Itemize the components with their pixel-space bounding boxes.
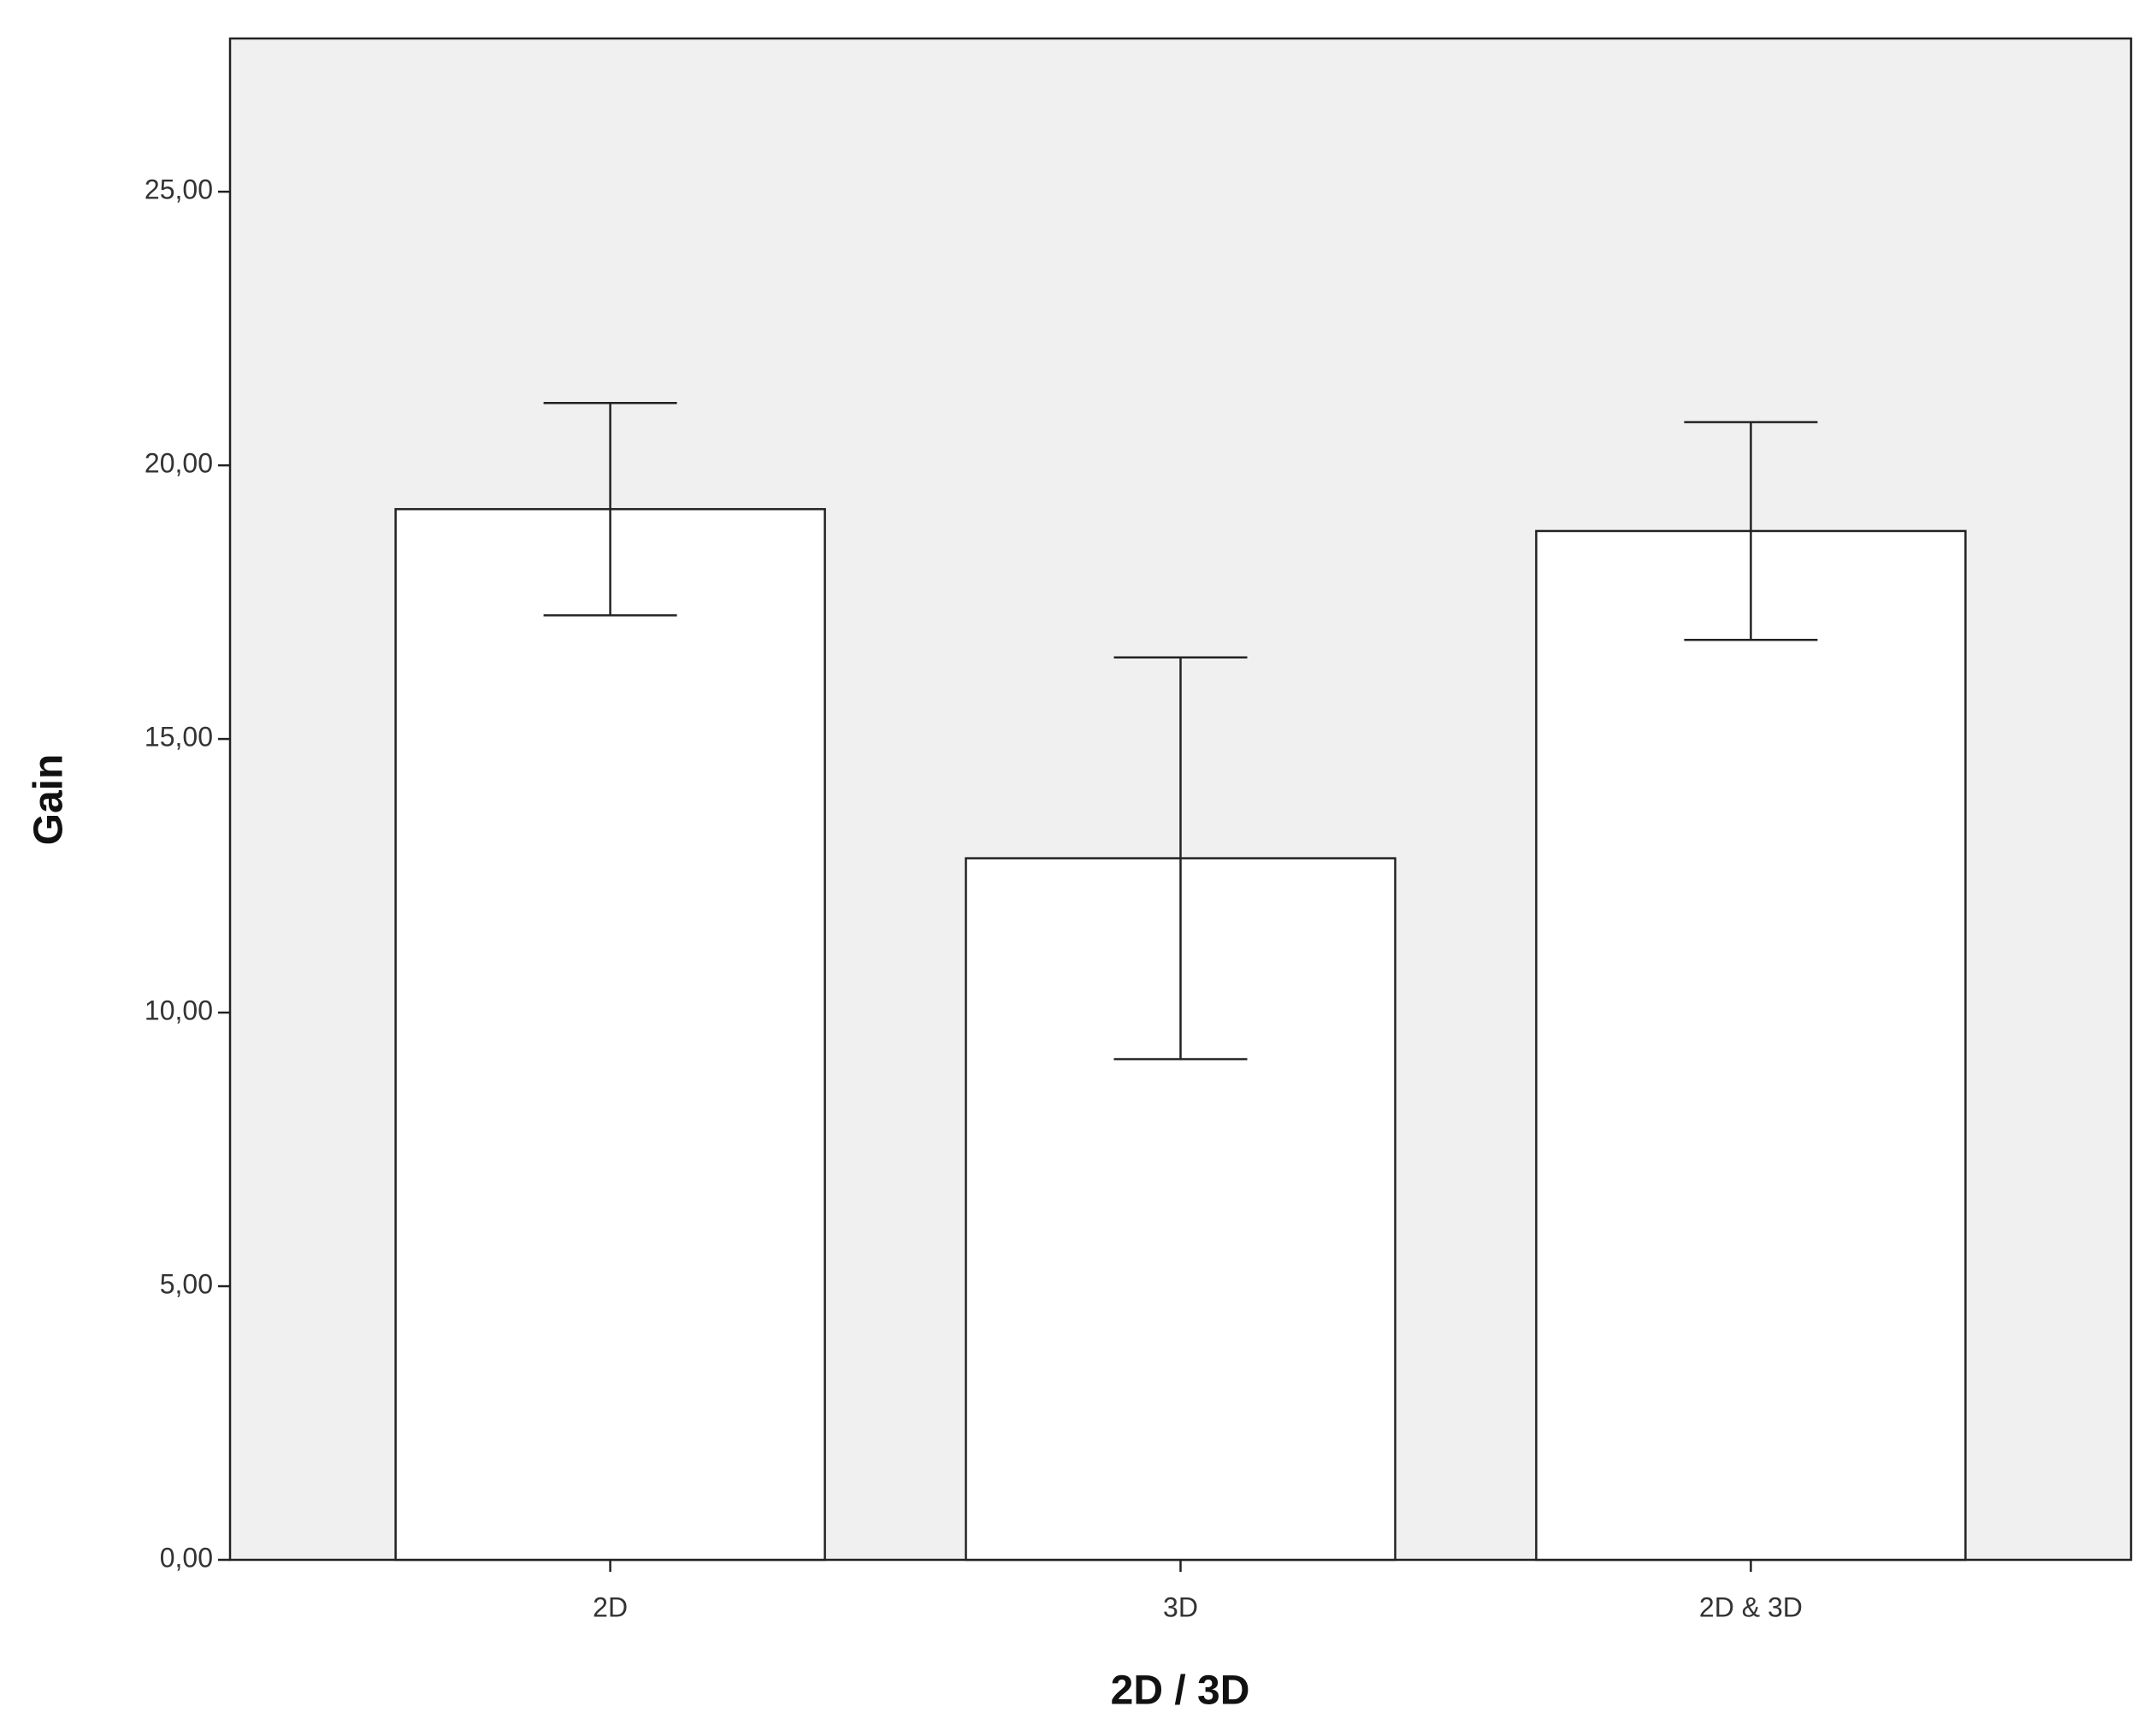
x-tick-label: 3D (1163, 1591, 1198, 1622)
x-axis-title: 2D / 3D (1111, 1668, 1250, 1714)
y-tick-label: 0,00 (160, 1542, 213, 1573)
x-tick-label: 2D (593, 1591, 628, 1622)
y-tick-label: 25,00 (145, 174, 213, 205)
y-tick-label: 15,00 (145, 722, 213, 753)
y-tick-label: 20,00 (145, 448, 213, 479)
bar (1535, 529, 1967, 1562)
bar (394, 508, 826, 1562)
y-tick-label: 10,00 (145, 995, 213, 1026)
y-tick-label: 5,00 (160, 1268, 213, 1299)
x-tick-label: 2D & 3D (1699, 1591, 1803, 1622)
y-axis-title: Gain (27, 754, 72, 846)
